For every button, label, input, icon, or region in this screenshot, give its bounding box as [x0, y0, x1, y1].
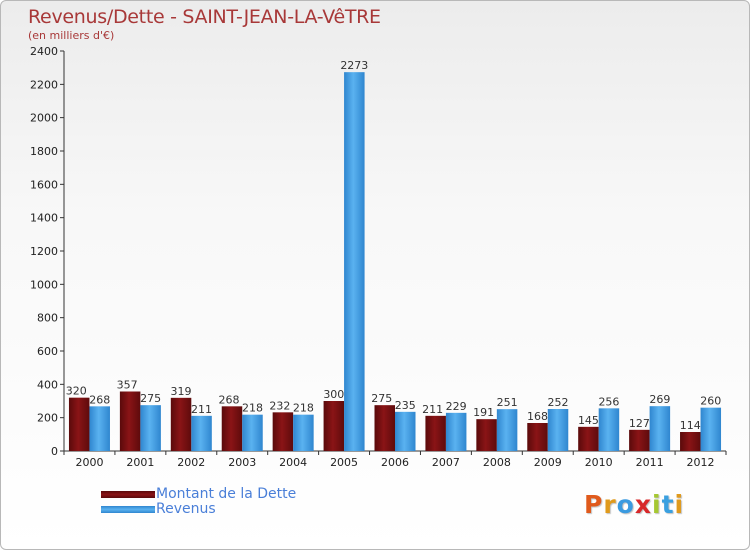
bar-revenue-2007	[445, 412, 467, 451]
bar-debt-2003	[221, 406, 243, 451]
bar-revenue-2001	[140, 405, 161, 451]
x-tick-label: 2008	[483, 456, 511, 469]
data-label-debt-2000: 320	[66, 385, 87, 398]
chart-title: Revenus/Dette - SAINT-JEAN-LA-VêTRE	[28, 6, 381, 28]
x-tick-label: 2003	[228, 456, 256, 469]
y-tick-label: 800	[37, 312, 58, 325]
data-label-debt-2001: 357	[117, 379, 138, 392]
bar-revenue-2003	[242, 414, 263, 451]
bar-revenue-2005	[344, 72, 365, 452]
legend-swatch-revenue	[101, 506, 155, 513]
proxiti-logo: Proxiti	[584, 490, 684, 519]
data-label-debt-2006: 275	[371, 392, 392, 405]
legend-label-debt: Montant de la Dette	[156, 486, 297, 502]
data-label-revenue-2005: 2273	[340, 59, 368, 72]
bar-debt-2005	[323, 401, 345, 451]
data-label-debt-2004: 232	[269, 399, 290, 412]
data-label-revenue-2002: 211	[191, 403, 212, 416]
y-tick-label: 600	[37, 345, 58, 358]
y-tick-label: 1000	[30, 278, 58, 291]
bar-debt-2001	[119, 391, 141, 451]
data-label-debt-2012: 114	[680, 419, 701, 432]
data-label-revenue-2001: 275	[140, 392, 161, 405]
x-tick-label: 2010	[585, 456, 613, 469]
x-tick-label: 2004	[279, 456, 307, 469]
chart-bars	[68, 72, 722, 452]
y-tick-label: 1800	[30, 145, 58, 158]
bar-revenue-2000	[89, 406, 110, 451]
y-tick-label: 2000	[30, 112, 58, 125]
chart-subtitle: (en milliers d'€)	[28, 29, 115, 42]
data-label-revenue-2004: 218	[293, 402, 314, 415]
data-label-debt-2007: 211	[422, 403, 443, 416]
x-tick-label: 2012	[687, 456, 715, 469]
bar-revenue-2011	[649, 406, 671, 451]
bar-revenue-2004	[293, 414, 314, 451]
y-tick-label: 0	[51, 445, 58, 458]
y-tick-label: 2400	[30, 45, 58, 58]
bar-debt-2006	[374, 405, 395, 451]
data-label-debt-2002: 319	[171, 385, 192, 398]
data-label-debt-2003: 268	[218, 393, 239, 406]
x-tick-label: 2011	[636, 456, 664, 469]
y-tick-label: 1200	[30, 245, 58, 258]
bar-debt-2011	[629, 429, 650, 451]
data-label-debt-2008: 191	[473, 406, 494, 419]
bar-debt-2002	[170, 397, 192, 451]
bar-debt-2007	[425, 415, 446, 451]
data-label-debt-2005: 300	[323, 388, 344, 401]
bar-debt-2012	[680, 432, 701, 451]
bar-revenue-2006	[395, 411, 416, 451]
bar-revenue-2010	[598, 408, 620, 451]
y-tick-label: 1600	[30, 178, 58, 191]
logo-letter: t	[661, 490, 675, 519]
bar-revenue-2012	[700, 407, 722, 451]
data-label-revenue-2003: 218	[242, 402, 263, 415]
bar-debt-2004	[272, 412, 294, 451]
logo-letter: P	[584, 490, 604, 519]
data-label-revenue-2008: 251	[497, 396, 518, 409]
data-label-debt-2010: 145	[578, 414, 599, 427]
legend-label-revenue: Revenus	[156, 501, 216, 517]
bar-debt-2000	[68, 397, 90, 451]
x-tick-label: 2006	[381, 456, 409, 469]
data-label-revenue-2012: 260	[700, 395, 721, 408]
y-tick-label: 2200	[30, 78, 58, 91]
bar-revenue-2008	[496, 409, 518, 451]
data-label-debt-2011: 127	[629, 417, 650, 430]
x-tick-label: 2002	[177, 456, 205, 469]
bar-debt-2008	[476, 419, 497, 451]
bar-revenue-2002	[191, 415, 212, 451]
data-label-revenue-2009: 252	[548, 396, 569, 409]
y-tick-label: 1400	[30, 212, 58, 225]
data-label-revenue-2000: 268	[89, 393, 110, 406]
x-tick-label: 2009	[534, 456, 562, 469]
data-label-revenue-2011: 269	[649, 393, 670, 406]
data-label-revenue-2006: 235	[395, 399, 416, 412]
data-label-revenue-2010: 256	[598, 395, 619, 408]
logo-letter: x	[634, 490, 652, 519]
logo-letter: i	[674, 490, 685, 519]
x-tick-label: 2001	[126, 456, 154, 469]
y-tick-label: 200	[37, 412, 58, 425]
data-label-revenue-2007: 229	[446, 400, 467, 413]
logo-letter: r	[603, 490, 617, 519]
x-tick-label: 2005	[330, 456, 358, 469]
legend-swatch-debt	[101, 491, 155, 498]
bar-revenue-2009	[547, 409, 569, 451]
data-label-debt-2009: 168	[527, 410, 548, 423]
logo-letter: i	[652, 490, 662, 519]
bar-debt-2009	[527, 423, 548, 451]
y-tick-label: 400	[37, 378, 58, 391]
x-tick-label: 2007	[432, 456, 460, 469]
bar-debt-2010	[578, 426, 599, 451]
logo-letter: o	[616, 490, 635, 519]
x-tick-label: 2000	[75, 456, 103, 469]
